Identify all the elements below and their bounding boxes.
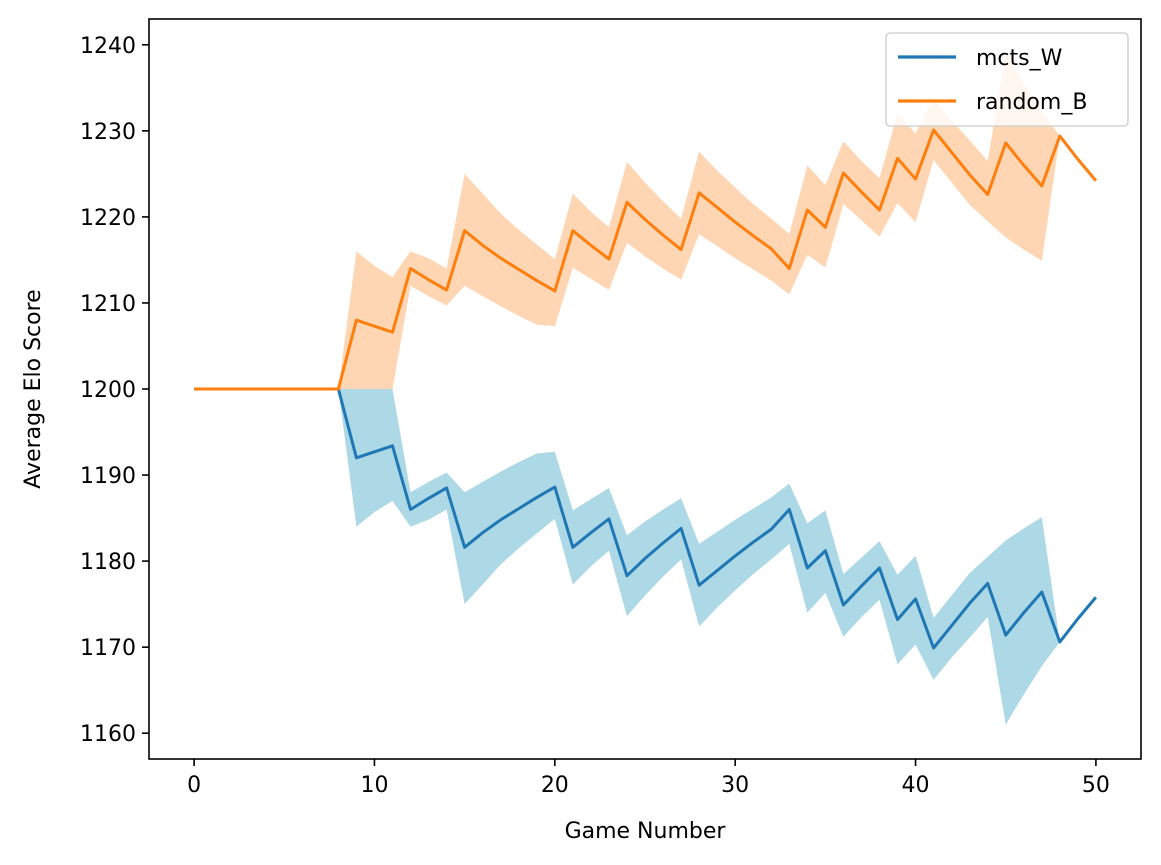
y-tick-label: 1160 [80, 722, 136, 747]
y-tick-label: 1220 [80, 206, 136, 231]
legend-label-random-b: random_B [976, 90, 1087, 115]
y-tick-label: 1180 [80, 550, 136, 575]
y-tick-label: 1200 [80, 378, 136, 403]
y-tick-label: 1240 [80, 34, 136, 59]
y-axis: 1160 1170 1180 1190 1200 1210 1220 1230 1240 [80, 34, 149, 747]
y-tick-label: 1190 [80, 464, 136, 489]
series-lines [194, 128, 1098, 650]
y-axis-label: Average Elo Score [21, 289, 46, 488]
line-mcts-w [194, 387, 1098, 650]
x-tick-label: 40 [902, 773, 930, 798]
legend: mcts_W random_B [885, 32, 1129, 127]
x-axis: 0 10 20 30 40 50 [187, 759, 1110, 798]
x-tick-label: 30 [721, 773, 749, 798]
x-tick-label: 10 [360, 773, 388, 798]
y-tick-label: 1210 [80, 292, 136, 317]
x-axis-label: Game Number [565, 819, 727, 844]
x-tick-label: 0 [187, 773, 201, 798]
y-tick-label: 1230 [80, 120, 136, 145]
line-random-b [194, 128, 1098, 391]
legend-label-mcts-w: mcts_W [976, 46, 1063, 71]
y-tick-label: 1170 [80, 636, 136, 661]
x-tick-label: 50 [1082, 773, 1110, 798]
x-tick-label: 20 [541, 773, 569, 798]
